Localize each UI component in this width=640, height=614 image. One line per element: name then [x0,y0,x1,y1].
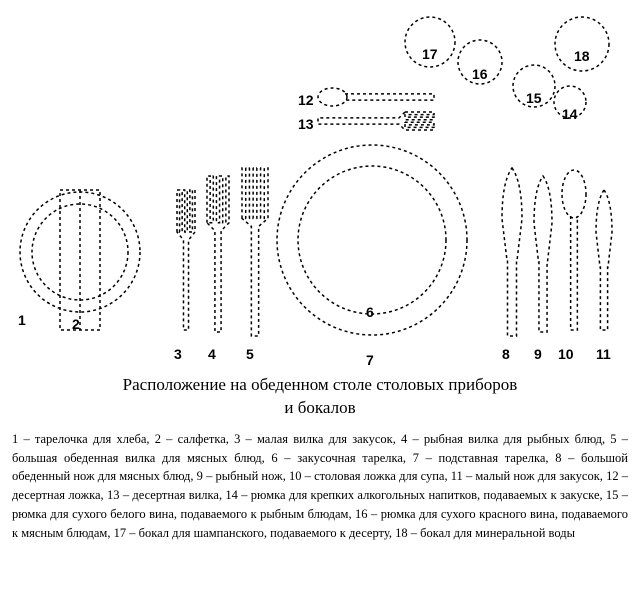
item-label: 7 [366,352,374,368]
item-label: 14 [562,106,578,122]
diagram-title: Расположение на обеденном столе столовых… [8,374,632,420]
title-line-2: и бокалов [8,397,632,420]
item-label: 17 [422,46,438,62]
item-label: 4 [208,346,216,362]
item-label: 10 [558,346,574,362]
item-label: 2 [72,316,80,332]
item-label: 15 [526,90,542,106]
item-label: 8 [502,346,510,362]
item-label: 1 [18,312,26,328]
item-label: 3 [174,346,182,362]
item-label: 13 [298,116,314,132]
diagram-svg [0,0,640,360]
item-label: 16 [472,66,488,82]
table-setting-diagram: 123456789101112131415161718 [0,0,640,360]
title-line-1: Расположение на обеденном столе столовых… [8,374,632,397]
item-label: 5 [246,346,254,362]
item-label: 18 [574,48,590,64]
item-label: 11 [596,346,611,362]
item-label: 12 [298,92,314,108]
item-label: 6 [366,304,374,320]
item-label: 9 [534,346,542,362]
diagram-legend: 1 – тарелочка для хлеба, 2 – салфетка, 3… [12,430,628,543]
